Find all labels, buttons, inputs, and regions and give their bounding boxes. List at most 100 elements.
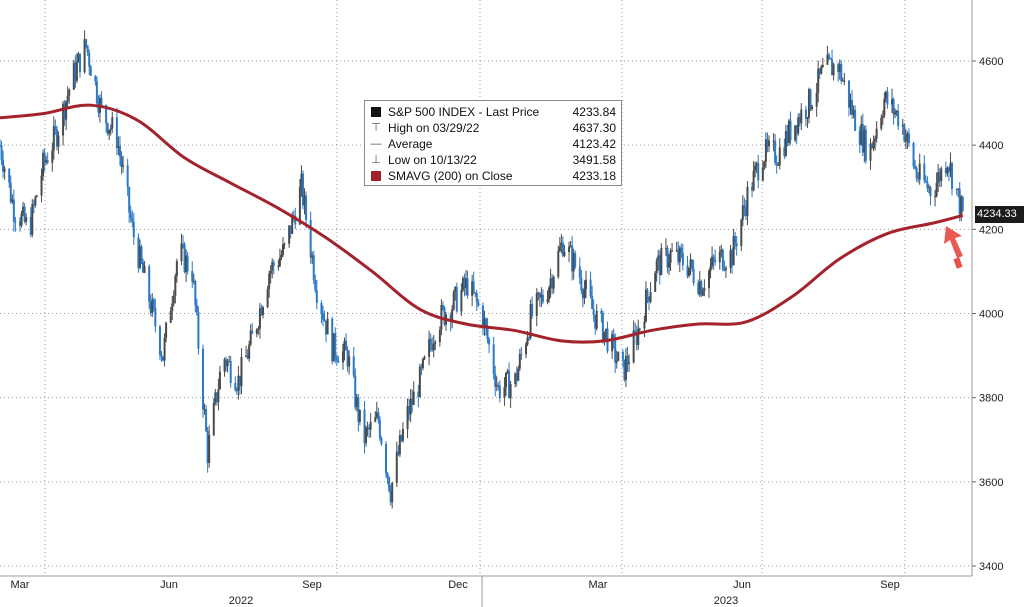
candle-body <box>191 270 194 282</box>
candle-body <box>477 301 480 306</box>
candle-body <box>311 255 314 258</box>
candle-body <box>681 252 684 266</box>
candle-body <box>740 219 743 246</box>
candle-body <box>520 354 523 356</box>
candle-body <box>192 280 195 282</box>
candle-body <box>12 199 15 222</box>
candle-body <box>217 389 220 402</box>
candle-body <box>154 307 157 327</box>
candle-body <box>635 331 638 345</box>
candle-body <box>557 251 560 277</box>
candle-body <box>388 477 391 491</box>
candle-body <box>851 100 854 115</box>
candle-body <box>472 281 475 293</box>
candle-body <box>428 339 431 357</box>
candle-body <box>671 250 674 252</box>
x-year-label: 2022 <box>229 595 253 607</box>
candle-body <box>186 255 189 271</box>
x-tick-label: Jun <box>160 579 178 591</box>
candle-body <box>281 244 284 255</box>
candle-body <box>240 356 243 387</box>
candle-body <box>552 276 555 289</box>
sma-line <box>0 103 964 344</box>
candle-body <box>228 360 231 362</box>
candle-body <box>229 360 232 383</box>
candle-body <box>875 128 878 139</box>
candle-body <box>901 124 904 127</box>
candle-body <box>935 182 938 196</box>
candle-body <box>688 267 691 276</box>
candle-body <box>352 356 355 376</box>
candle-body <box>8 168 11 183</box>
candle-body <box>703 288 706 291</box>
candle-body <box>871 143 874 149</box>
candle-body <box>697 282 700 294</box>
y-tick-labels: 3400 3600 3800 4000 4200 4400 4600 <box>972 56 1003 573</box>
candle-body <box>860 124 863 145</box>
candle-body <box>454 286 457 292</box>
candle-body <box>337 360 340 363</box>
candle-body <box>906 133 909 139</box>
candle-body <box>298 187 301 225</box>
candle-body <box>766 139 769 147</box>
candle-body <box>904 138 907 142</box>
candle-body <box>944 168 947 174</box>
candle-body <box>827 54 830 59</box>
candle-body <box>55 128 58 147</box>
y-tick-label: 4400 <box>979 140 1003 152</box>
candle-body <box>409 398 412 415</box>
candle-body <box>852 109 855 115</box>
candle-body <box>664 247 667 249</box>
candle-body <box>709 266 712 271</box>
candle-body <box>443 307 446 325</box>
candle-body <box>772 140 775 142</box>
y-tick-label: 4200 <box>979 224 1003 236</box>
candle-body <box>88 52 91 67</box>
candle-body <box>492 344 495 374</box>
candle-body <box>574 253 577 267</box>
candle-body <box>142 261 145 273</box>
candle-body <box>280 254 283 258</box>
candle-body <box>129 212 132 219</box>
candle-body <box>724 267 727 270</box>
red-arrow-icon <box>944 226 963 258</box>
candle-body <box>886 91 889 105</box>
x-tick-label: Mar <box>589 579 608 591</box>
candle-body <box>326 318 329 335</box>
candle-body <box>744 208 747 216</box>
candle-body <box>208 435 211 463</box>
candle-body <box>712 256 715 260</box>
legend-label: SMAVG (200) on Close <box>388 169 513 183</box>
candle-body <box>128 187 131 213</box>
candle-body <box>884 91 887 99</box>
candle-body <box>343 340 346 352</box>
candle-body <box>132 221 135 238</box>
candle-body <box>821 64 824 67</box>
candle-body <box>22 206 25 214</box>
candle-body <box>746 186 749 216</box>
candle-body <box>763 161 766 168</box>
candle-body <box>818 68 821 74</box>
candle-body <box>140 246 143 262</box>
candle-body <box>451 309 454 322</box>
candle-body <box>83 39 86 73</box>
red-arrow-tail-icon <box>953 257 963 269</box>
candle-body <box>895 110 898 113</box>
candle-body <box>787 120 790 143</box>
candle-body <box>214 392 217 403</box>
annotation-arrow <box>944 226 963 269</box>
candle-body <box>303 195 306 206</box>
candle-body <box>926 181 929 189</box>
y-tick-label: 3400 <box>979 561 1003 573</box>
candle-body <box>634 330 637 332</box>
candle-body <box>206 431 209 463</box>
candle-body <box>778 147 781 166</box>
candle-body <box>118 146 121 157</box>
candle-body <box>325 320 328 335</box>
candle-body <box>377 412 380 420</box>
candle-body <box>729 250 732 268</box>
candle-body <box>628 362 631 365</box>
candle-body <box>202 348 205 410</box>
candle-body <box>621 351 624 360</box>
legend-label: Average <box>388 137 433 151</box>
